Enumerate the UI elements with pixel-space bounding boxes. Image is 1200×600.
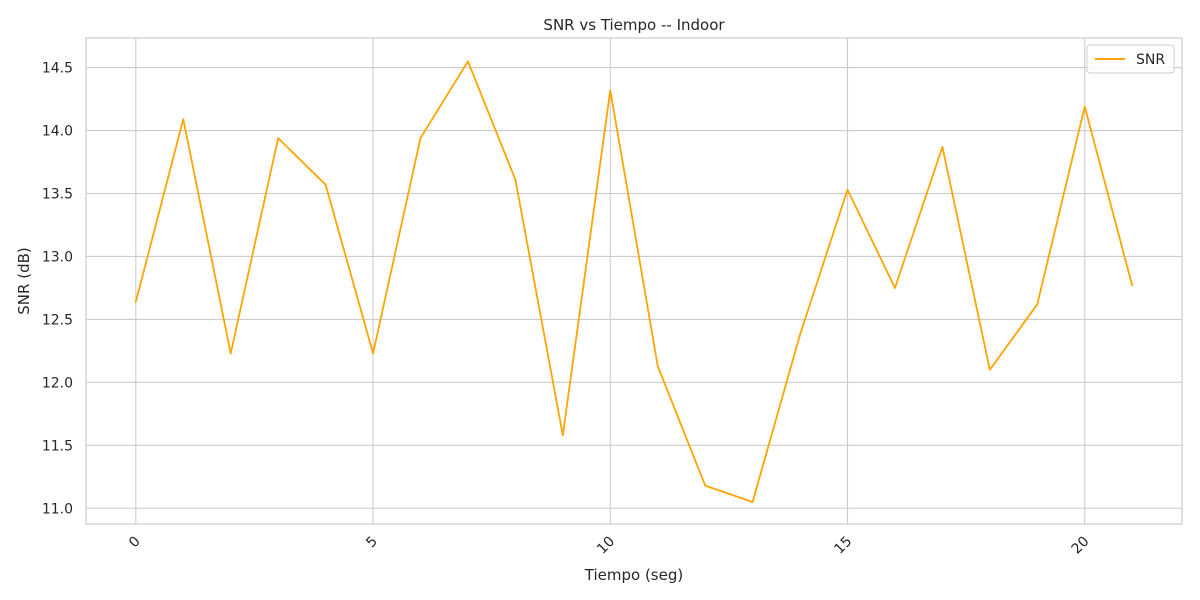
legend-box — [1086, 44, 1175, 74]
data-point-snr — [372, 352, 374, 355]
data-point-snr — [1036, 303, 1039, 306]
data-point-snr — [182, 118, 185, 121]
x-tick-label: 20 — [1069, 534, 1093, 558]
data-point-snr — [324, 183, 327, 186]
data-point-snr — [562, 434, 564, 437]
plot-background — [86, 38, 1182, 524]
y-tick-label: 11.0 — [42, 501, 73, 517]
data-point-snr — [989, 368, 991, 371]
x-tick-label: 5 — [363, 534, 381, 552]
y-tick-label: 11.5 — [42, 438, 73, 454]
series-layer — [134, 60, 1134, 503]
data-point-snr — [751, 501, 754, 503]
data-point-snr — [609, 89, 612, 92]
y-tick-label: 14.5 — [42, 61, 73, 77]
data-point-snr — [894, 287, 896, 289]
data-point-snr — [704, 484, 706, 487]
data-point-snr — [1083, 105, 1086, 108]
y-tick-label: 12.5 — [42, 312, 73, 328]
data-point-snr — [419, 137, 422, 139]
y-tick-label: 12.0 — [42, 375, 73, 391]
data-point-snr — [514, 178, 517, 181]
y-tick-label: 13.0 — [42, 249, 73, 265]
data-point-snr — [467, 60, 469, 63]
legend: SNR — [1086, 44, 1175, 74]
series-line-snr — [134, 60, 1134, 503]
data-point-snr — [277, 137, 279, 139]
y-tick-labels: 11.0 11.5 12.0 12.5 13.0 13.5 14.0 14.5 — [42, 61, 73, 518]
x-tick-label: 0 — [126, 534, 144, 552]
data-point-snr — [941, 146, 944, 148]
plot-frame — [85, 37, 1183, 525]
x-tick-labels: 0 5 10 15 20 — [126, 534, 1093, 558]
x-tick-label: 10 — [594, 534, 618, 558]
legend-label-snr: SNR — [1136, 52, 1165, 68]
grid-lines — [86, 38, 1182, 524]
y-axis-title: SNR (dB) — [15, 247, 33, 314]
data-point-snr — [799, 333, 801, 336]
data-point-snr — [135, 300, 137, 303]
data-point-snr — [229, 352, 232, 355]
x-tick-label: 15 — [831, 534, 855, 558]
data-point-snr — [656, 365, 659, 367]
y-tick-label: 13.5 — [42, 186, 73, 202]
chart-title: SNR vs Tiempo -- Indoor — [543, 16, 725, 34]
y-tick-label: 14.0 — [42, 124, 73, 140]
data-point-snr — [1131, 284, 1133, 287]
x-axis-title: Tiempo (seg) — [584, 566, 683, 584]
data-point-snr — [846, 188, 849, 191]
